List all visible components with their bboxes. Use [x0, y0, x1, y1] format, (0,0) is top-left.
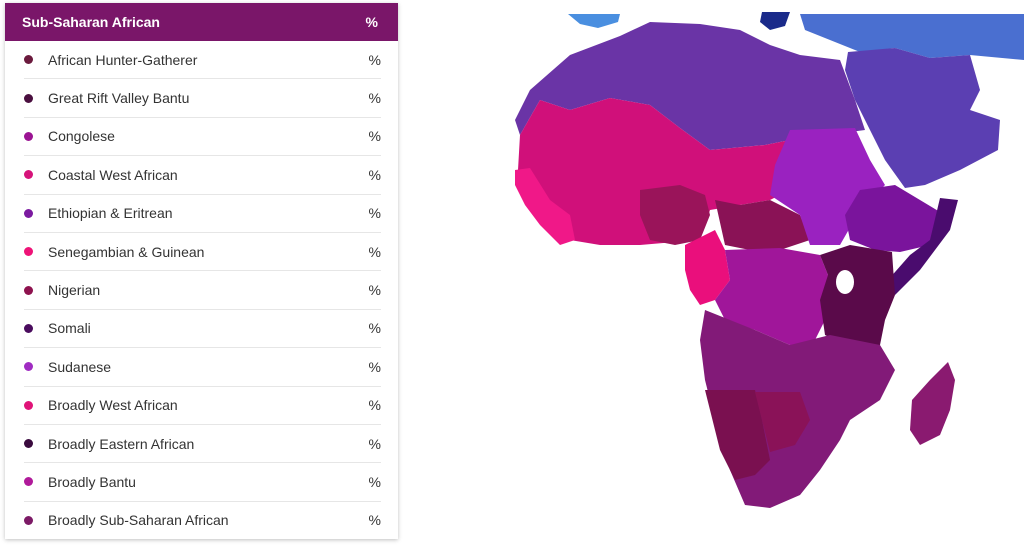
ancestry-row[interactable]: Senegambian & Guinean% — [24, 233, 381, 272]
color-dot-icon — [24, 323, 33, 333]
color-dot-icon — [24, 439, 33, 449]
ancestry-row-left: Broadly Bantu — [24, 474, 136, 490]
ancestry-row[interactable]: Broadly Eastern African% — [24, 425, 381, 464]
ancestry-pct: % — [368, 243, 381, 260]
ancestry-row[interactable]: Broadly Sub-Saharan African% — [24, 502, 381, 539]
ancestry-row[interactable]: Sudanese% — [24, 348, 381, 387]
ancestry-label: Somali — [48, 320, 91, 337]
ancestry-label: Broadly Sub-Saharan African — [48, 512, 229, 529]
ancestry-row-left: Ethiopian & Eritrean — [24, 205, 173, 221]
panel-pct-header: % — [365, 14, 378, 30]
color-dot-icon — [24, 515, 33, 525]
map-lake-victoria — [836, 270, 854, 294]
ancestry-label: Great Rift Valley Bantu — [48, 90, 190, 107]
ancestry-label: Coastal West African — [48, 166, 178, 183]
ancestry-row-left: Coastal West African — [24, 167, 178, 183]
map-region-arabia — [845, 48, 1000, 188]
ancestry-row[interactable]: Broadly West African% — [24, 387, 381, 425]
ancestry-row[interactable]: Great Rift Valley Bantu% — [24, 79, 381, 118]
ancestry-row-left: Broadly West African — [24, 397, 178, 413]
map-region-congo — [715, 248, 830, 350]
ancestry-list: African Hunter-Gatherer% Great Rift Valle… — [5, 41, 398, 539]
map-region-europe-east — [800, 14, 1024, 60]
ancestry-pct: % — [368, 512, 381, 529]
color-dot-icon — [24, 247, 33, 257]
map-region-central — [715, 200, 810, 250]
ancestry-label: Congolese — [48, 128, 115, 145]
map-region-europe-west — [568, 14, 620, 28]
ancestry-row-left: Senegambian & Guinean — [24, 244, 204, 260]
ancestry-panel: Sub-Saharan African % African Hunter-Gat… — [5, 3, 398, 539]
ancestry-label: Sudanese — [48, 358, 112, 375]
color-dot-icon — [24, 477, 33, 487]
ancestry-row-left: Congolese — [24, 128, 115, 144]
ancestry-row-left: Broadly Eastern African — [24, 436, 194, 452]
africa-map — [515, 12, 1024, 508]
color-dot-icon — [24, 362, 33, 372]
color-dot-icon — [24, 400, 33, 410]
ancestry-row-left: Sudanese — [24, 359, 111, 375]
map-region-nigeria — [640, 185, 710, 245]
map-region-somalia — [888, 198, 958, 295]
ancestry-row-left: Nigerian — [24, 282, 100, 298]
map-region-greece — [760, 12, 790, 30]
color-dot-icon — [24, 208, 33, 218]
ancestry-label: Broadly Bantu — [48, 473, 136, 490]
ancestry-row[interactable]: Coastal West African% — [24, 156, 381, 195]
ancestry-row-left: Great Rift Valley Bantu — [24, 90, 189, 106]
ancestry-row[interactable]: Nigerian% — [24, 271, 381, 310]
ancestry-row[interactable]: Broadly Bantu% — [24, 463, 381, 502]
ancestry-label: Ethiopian & Eritrean — [48, 205, 173, 222]
color-dot-icon — [24, 285, 33, 295]
ancestry-label: Broadly Eastern African — [48, 435, 195, 452]
ancestry-label: Senegambian & Guinean — [48, 243, 205, 260]
ancestry-row[interactable]: Somali% — [24, 310, 381, 349]
panel-header: Sub-Saharan African % — [5, 3, 398, 41]
ancestry-row[interactable]: Congolese% — [24, 118, 381, 157]
map-region-great-rift — [820, 245, 895, 350]
ancestry-pct: % — [368, 128, 381, 145]
ancestry-pct: % — [368, 90, 381, 107]
ancestry-row[interactable]: Ethiopian & Eritrean% — [24, 195, 381, 233]
panel-title: Sub-Saharan African — [22, 14, 160, 30]
color-dot-icon — [24, 170, 33, 180]
ancestry-pct: % — [368, 358, 381, 375]
map-region-north-africa — [515, 22, 865, 150]
ancestry-label: Broadly West African — [48, 397, 178, 414]
ancestry-pct: % — [368, 320, 381, 337]
map-region-coastal-west — [515, 168, 575, 245]
map-region-west-africa — [518, 98, 790, 245]
map-region-botswana — [755, 392, 810, 452]
map-region-ethiopia — [845, 185, 945, 252]
map-region-madagascar — [910, 362, 955, 445]
ancestry-pct: % — [368, 166, 381, 183]
ancestry-pct: % — [368, 51, 381, 68]
ancestry-label: Nigerian — [48, 282, 101, 299]
ancestry-row[interactable]: African Hunter-Gatherer% — [24, 41, 381, 80]
ancestry-pct: % — [368, 435, 381, 452]
ancestry-row-left: African Hunter-Gatherer — [24, 52, 197, 68]
map-region-cameroon — [685, 230, 730, 305]
ancestry-row-left: Somali — [24, 320, 91, 336]
ancestry-row-left: Broadly Sub-Saharan African — [24, 512, 229, 528]
ancestry-pct: % — [368, 473, 381, 490]
color-dot-icon — [24, 55, 33, 65]
ancestry-pct: % — [368, 397, 381, 414]
color-dot-icon — [24, 131, 33, 141]
ancestry-pct: % — [368, 282, 381, 299]
map-region-namibia — [705, 390, 770, 480]
color-dot-icon — [24, 93, 33, 103]
ancestry-pct: % — [368, 205, 381, 222]
ancestry-label: African Hunter-Gatherer — [48, 51, 198, 68]
